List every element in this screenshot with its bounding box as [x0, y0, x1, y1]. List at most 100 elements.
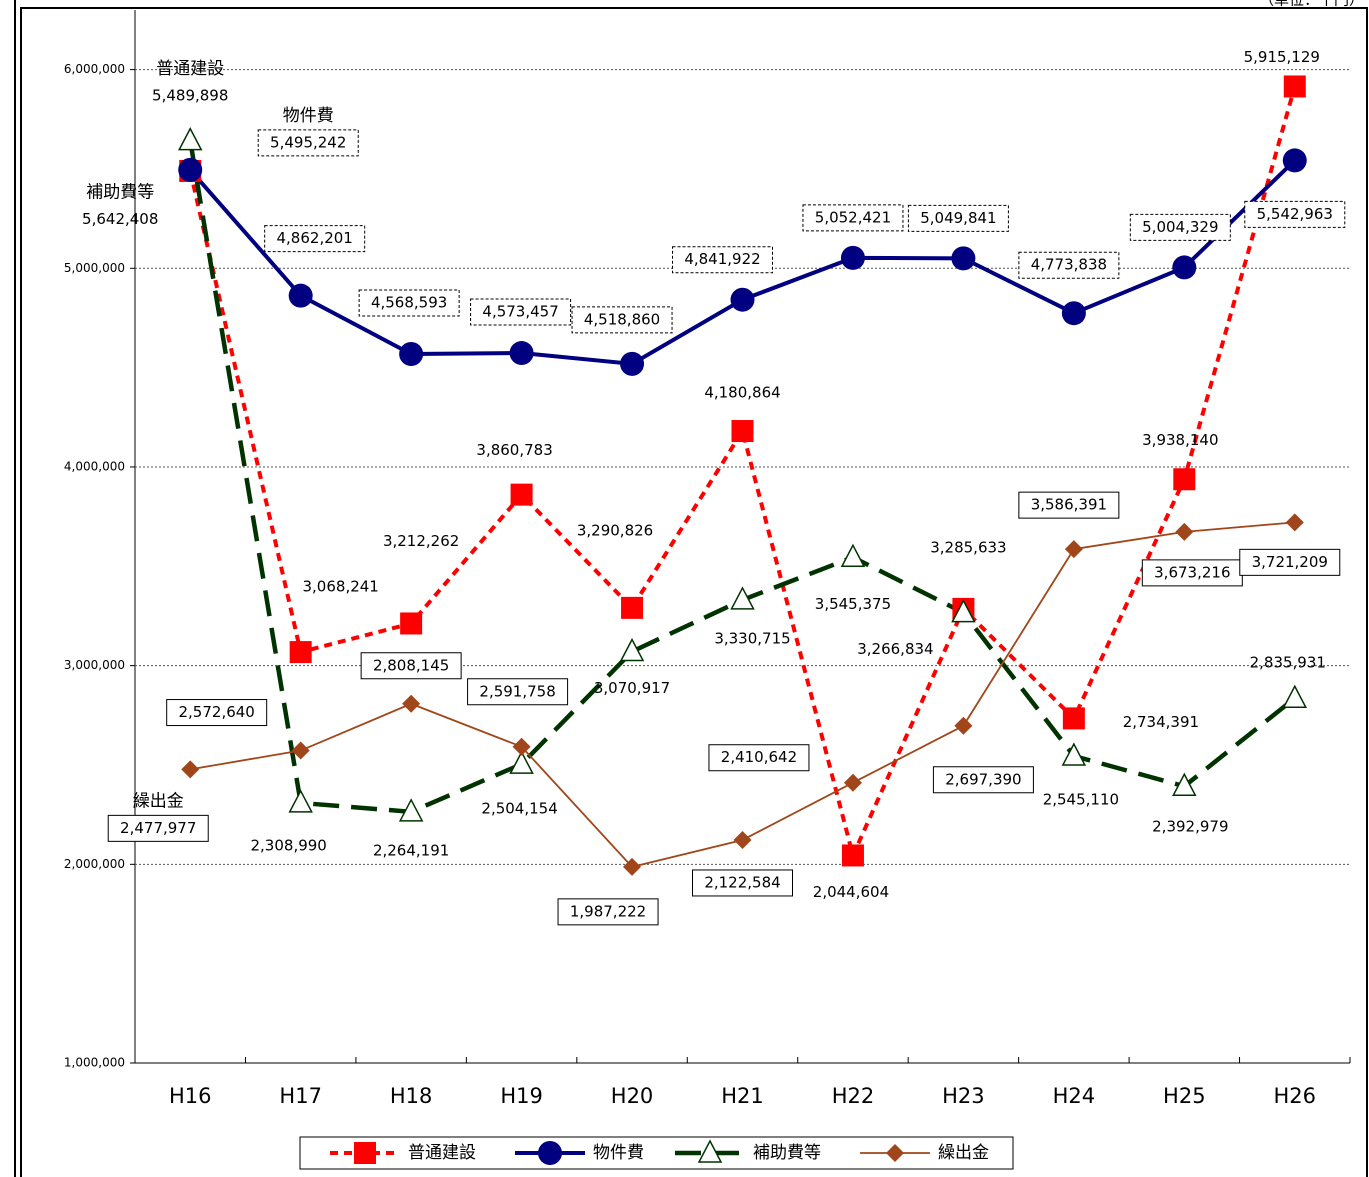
point-marker [510, 483, 533, 506]
y-tick-label: 6,000,000 [64, 62, 125, 76]
data-label: 2,308,990 [251, 836, 327, 854]
label-box [166, 699, 268, 727]
data-label: 2,264,191 [373, 841, 449, 859]
point-marker [1283, 75, 1306, 98]
data-label: 3,586,391 [1031, 496, 1107, 514]
point-marker [1285, 513, 1304, 532]
y-tick-label: 1,000,000 [64, 1056, 125, 1070]
x-tick-label: H22 [832, 1084, 875, 1108]
point-marker [402, 694, 421, 713]
data-label: 4,862,201 [277, 229, 353, 247]
label-box [257, 129, 359, 157]
point-marker [1175, 522, 1194, 541]
series-name-label: 補助費等 [86, 183, 154, 203]
point-marker [951, 599, 976, 623]
label-box [557, 898, 659, 926]
data-label: 4,518,860 [584, 310, 660, 328]
data-label: 5,052,421 [815, 208, 891, 226]
point-marker [843, 773, 862, 792]
label-box [264, 225, 366, 253]
point-marker [733, 830, 752, 849]
label-box [358, 289, 460, 317]
x-tick-label: H18 [390, 1084, 433, 1108]
series-name-label: 普通建設 [156, 59, 224, 79]
legend-label: 補助費等 [753, 1143, 821, 1163]
point-marker [697, 1139, 723, 1163]
label-box [571, 306, 673, 334]
x-tick-label: H26 [1274, 1084, 1317, 1108]
point-marker [289, 641, 312, 664]
data-label: 3,860,783 [476, 441, 552, 459]
point-marker [1064, 540, 1083, 559]
point-marker [619, 637, 645, 662]
point-marker [886, 1144, 904, 1162]
data-label: 3,938,140 [1142, 431, 1218, 449]
point-marker [731, 420, 754, 443]
series-name-label: 物件費 [283, 106, 334, 126]
y-tick-label: 2,000,000 [64, 857, 125, 871]
data-label: 2,697,390 [945, 770, 1021, 788]
point-marker [1061, 742, 1087, 766]
series-line [188, 85, 1297, 862]
point-marker [1172, 255, 1197, 280]
legend-label: 物件費 [593, 1143, 644, 1163]
label-box [107, 814, 209, 842]
data-label: 2,410,642 [721, 748, 797, 766]
point-marker [730, 586, 755, 610]
unit-note: （単位：千円） [1259, 0, 1364, 9]
point-marker [291, 741, 310, 760]
x-tick-label: H16 [169, 1084, 212, 1108]
label-box [932, 766, 1034, 794]
point-marker [288, 789, 313, 813]
point-marker [512, 737, 531, 756]
point-marker [181, 760, 200, 779]
data-label: 5,004,329 [1142, 218, 1218, 236]
label-box [1018, 491, 1120, 519]
data-label: 3,285,633 [930, 538, 1006, 556]
label-box [907, 204, 1009, 232]
data-label: 2,477,977 [120, 819, 196, 837]
data-label: 3,068,241 [303, 578, 379, 596]
point-marker [1173, 468, 1196, 491]
data-label: 5,489,898 [152, 86, 228, 104]
data-label: 4,568,593 [371, 293, 447, 311]
data-label: 3,266,834 [857, 640, 933, 658]
label-box [708, 744, 810, 772]
data-label: 3,212,262 [383, 532, 459, 550]
label-box [1129, 213, 1231, 241]
label-box [360, 652, 462, 680]
series-name-label: 繰出金 [133, 791, 184, 811]
point-marker [951, 246, 976, 271]
label-box [802, 204, 904, 232]
label-box [1018, 251, 1120, 279]
point-marker [354, 1142, 376, 1164]
label-box [1244, 200, 1346, 228]
point-marker [177, 127, 203, 151]
legend-label: 普通建設 [408, 1143, 476, 1163]
point-marker [621, 596, 644, 619]
x-tick-label: H21 [721, 1084, 764, 1108]
label-box [470, 298, 572, 326]
data-label: 4,573,457 [482, 303, 558, 321]
data-label: 2,392,979 [1152, 818, 1228, 836]
point-marker [620, 351, 645, 376]
label-box [1239, 548, 1341, 576]
data-label: 2,504,154 [481, 800, 557, 818]
x-tick-label: H25 [1163, 1084, 1206, 1108]
legend-label: 繰出金 [938, 1143, 989, 1163]
point-marker [840, 245, 865, 270]
chart-frame [20, 7, 1368, 1177]
point-marker [1282, 148, 1307, 173]
x-tick-label: H23 [942, 1084, 985, 1108]
label-box [467, 678, 569, 706]
series-line [190, 521, 1295, 868]
point-marker [730, 287, 755, 312]
point-marker [398, 798, 424, 822]
point-marker [1062, 707, 1085, 730]
data-label: 1,987,222 [570, 902, 646, 920]
label-box [692, 869, 793, 897]
data-label: 2,591,758 [479, 682, 555, 700]
data-label: 3,070,917 [594, 679, 670, 697]
point-marker [1282, 684, 1308, 708]
